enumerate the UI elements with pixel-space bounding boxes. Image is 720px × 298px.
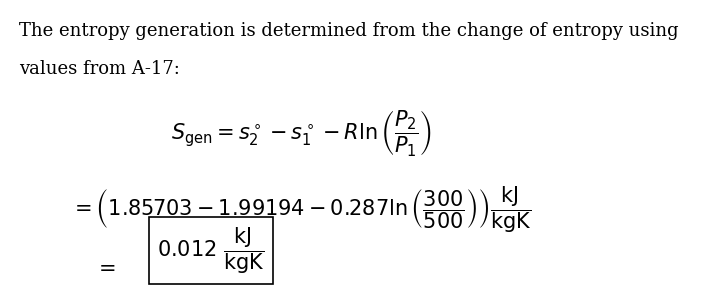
Text: values from A-17:: values from A-17:: [19, 60, 180, 78]
Text: $= \left(1.85703 - 1.99194 - 0.287\ln\left(\dfrac{300}{500}\right)\right)\dfrac{: $= \left(1.85703 - 1.99194 - 0.287\ln\le…: [70, 184, 532, 235]
Text: $0.012\ \dfrac{\mathrm{kJ}}{\mathrm{kgK}}$: $0.012\ \dfrac{\mathrm{kJ}}{\mathrm{kgK}…: [157, 226, 265, 276]
Text: $=$: $=$: [94, 258, 116, 277]
Text: The entropy generation is determined from the change of entropy using: The entropy generation is determined fro…: [19, 22, 679, 40]
Text: $S_{\mathrm{gen}} = s_2^\circ - s_1^\circ - R\ln\left(\dfrac{P_2}{P_1}\right)$: $S_{\mathrm{gen}} = s_2^\circ - s_1^\cir…: [171, 108, 431, 158]
